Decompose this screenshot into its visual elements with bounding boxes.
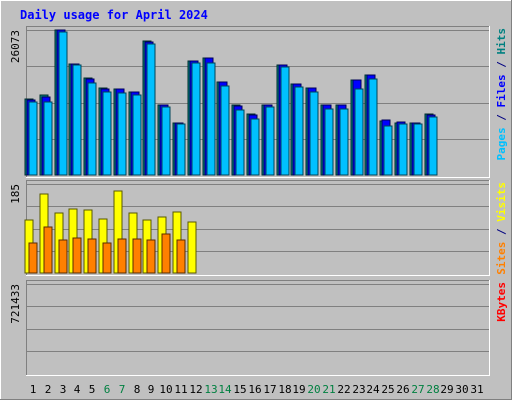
day-label-31: 31 (470, 383, 483, 396)
panel-visits-side-label-part-2: Visits (495, 182, 508, 222)
panel-visits-max-label: 185 (9, 184, 22, 204)
day-label-1: 1 (30, 383, 37, 396)
day-label-5: 5 (89, 383, 96, 396)
panel-hits: 26073 Pages / Files / Hits (9, 26, 508, 178)
bar-hits-pages-day-11 (176, 123, 186, 176)
day-label-14: 14 (218, 383, 232, 396)
panel-hits-side-label-part-4: Hits (495, 28, 508, 55)
panel-hits-side-label-part-3: / (495, 55, 508, 75)
day-label-27: 27 (411, 383, 424, 396)
panel-kbytes-max-label: 721433 (9, 284, 22, 324)
day-label-10: 10 (159, 383, 172, 396)
day-label-19: 19 (292, 383, 305, 396)
bar-hits-pages-day-25 (383, 125, 393, 176)
panel-kbytes-side-label-part-0: KBytes (495, 282, 508, 322)
bar-visits-sites-day-1 (28, 242, 38, 274)
bar-visits-sites-day-8 (132, 238, 142, 274)
day-label-8: 8 (134, 383, 141, 396)
bar-hits-pages-day-20 (309, 91, 319, 176)
bar-hits-pages-day-22 (339, 108, 349, 176)
day-label-4: 4 (74, 383, 81, 396)
panel-visits-side-label: Sites / Visits (495, 182, 508, 275)
panel-hits-side-label-part-1: / (495, 108, 508, 128)
day-label-16: 16 (248, 383, 261, 396)
bar-visits-sites-day-6 (102, 242, 112, 274)
panel-kbytes: 721433 KBytes (9, 280, 508, 376)
day-label-22: 22 (337, 383, 350, 396)
bar-visits-sites-day-3 (58, 239, 68, 274)
day-label-3: 3 (60, 383, 67, 396)
bar-hits-pages-day-17 (265, 106, 275, 176)
day-label-24: 24 (366, 383, 380, 396)
bar-hits-pages-day-12 (191, 62, 201, 176)
chart-title: Daily usage for April 2024 (20, 8, 208, 22)
bar-visits-sites-day-2 (43, 226, 53, 274)
day-label-21: 21 (322, 383, 335, 396)
bar-visits-sites-day-5 (87, 238, 97, 274)
day-label-12: 12 (189, 383, 202, 396)
panel-kbytes-plot-area (26, 280, 490, 376)
bar-hits-pages-day-5 (87, 82, 97, 176)
panel-visits: 185 Sites / Visits (9, 180, 508, 276)
bar-hits-pages-day-10 (161, 106, 171, 176)
panel-visits-side-label-part-0: Sites (495, 242, 508, 275)
day-label-13: 13 (204, 383, 217, 396)
bar-hits-pages-day-6 (102, 91, 112, 176)
day-labels-layer: 1 2 3 4 5 6 7 8 9 10 11 12 13 14 15 16 17 18 19 20 21 22 23 24 2… (30, 383, 484, 396)
bar-hits-pages-day-18 (280, 66, 290, 176)
panel-hits-max-label: 26073 (9, 30, 22, 63)
bar-hits-pages-day-3 (58, 31, 68, 176)
bar-hits-pages-day-2 (43, 101, 53, 176)
day-label-29: 29 (440, 383, 453, 396)
day-label-30: 30 (455, 383, 468, 396)
panel-kbytes-side-label: KBytes (495, 282, 508, 322)
bar-hits-pages-day-28 (428, 116, 438, 176)
bar-visits-sites-day-10 (161, 233, 171, 274)
day-label-26: 26 (396, 383, 409, 396)
day-label-11: 11 (174, 383, 187, 396)
bar-hits-pages-day-19 (294, 86, 304, 176)
panels-layer: 26073 Pages / Files / Hits 185 Sites / Visi… (9, 26, 508, 376)
bar-hits-pages-day-24 (368, 78, 378, 176)
bar-hits-pages-day-7 (117, 92, 127, 176)
bar-hits-pages-day-13 (206, 62, 216, 176)
bar-hits-pages-day-15 (235, 109, 245, 176)
panel-hits-side-label-part-2: Files (495, 74, 508, 107)
bar-hits-pages-day-26 (398, 123, 408, 176)
bar-hits-pages-day-1 (28, 101, 38, 176)
panel-hits-side-label: Pages / Files / Hits (495, 28, 508, 161)
day-label-6: 6 (104, 383, 111, 396)
day-label-28: 28 (426, 383, 439, 396)
bar-hits-pages-day-16 (250, 118, 260, 176)
bar-visits-sites-day-9 (146, 239, 156, 274)
bar-hits-pages-day-14 (220, 85, 230, 176)
day-label-23: 23 (352, 383, 365, 396)
day-label-15: 15 (233, 383, 246, 396)
bar-hits-pages-day-9 (146, 43, 156, 176)
day-label-9: 9 (148, 383, 155, 396)
bar-hits-pages-day-8 (132, 94, 142, 176)
day-label-7: 7 (119, 383, 126, 396)
bar-hits-pages-day-27 (413, 123, 423, 176)
panel-hits-side-label-part-0: Pages (495, 127, 508, 160)
day-label-18: 18 (278, 383, 291, 396)
day-label-2: 2 (45, 383, 52, 396)
bar-visits-visits-day-12 (187, 221, 197, 274)
bar-visits-sites-day-7 (117, 238, 127, 274)
day-label-17: 17 (263, 383, 276, 396)
bar-hits-pages-day-21 (324, 108, 334, 176)
bar-hits-pages-day-23 (354, 88, 364, 176)
day-label-20: 20 (307, 383, 320, 396)
bar-hits-pages-day-4 (72, 64, 82, 176)
bar-visits-sites-day-4 (72, 237, 82, 274)
panel-visits-side-label-part-1: / (495, 222, 508, 242)
day-label-25: 25 (381, 383, 394, 396)
bar-visits-sites-day-11 (176, 239, 186, 274)
